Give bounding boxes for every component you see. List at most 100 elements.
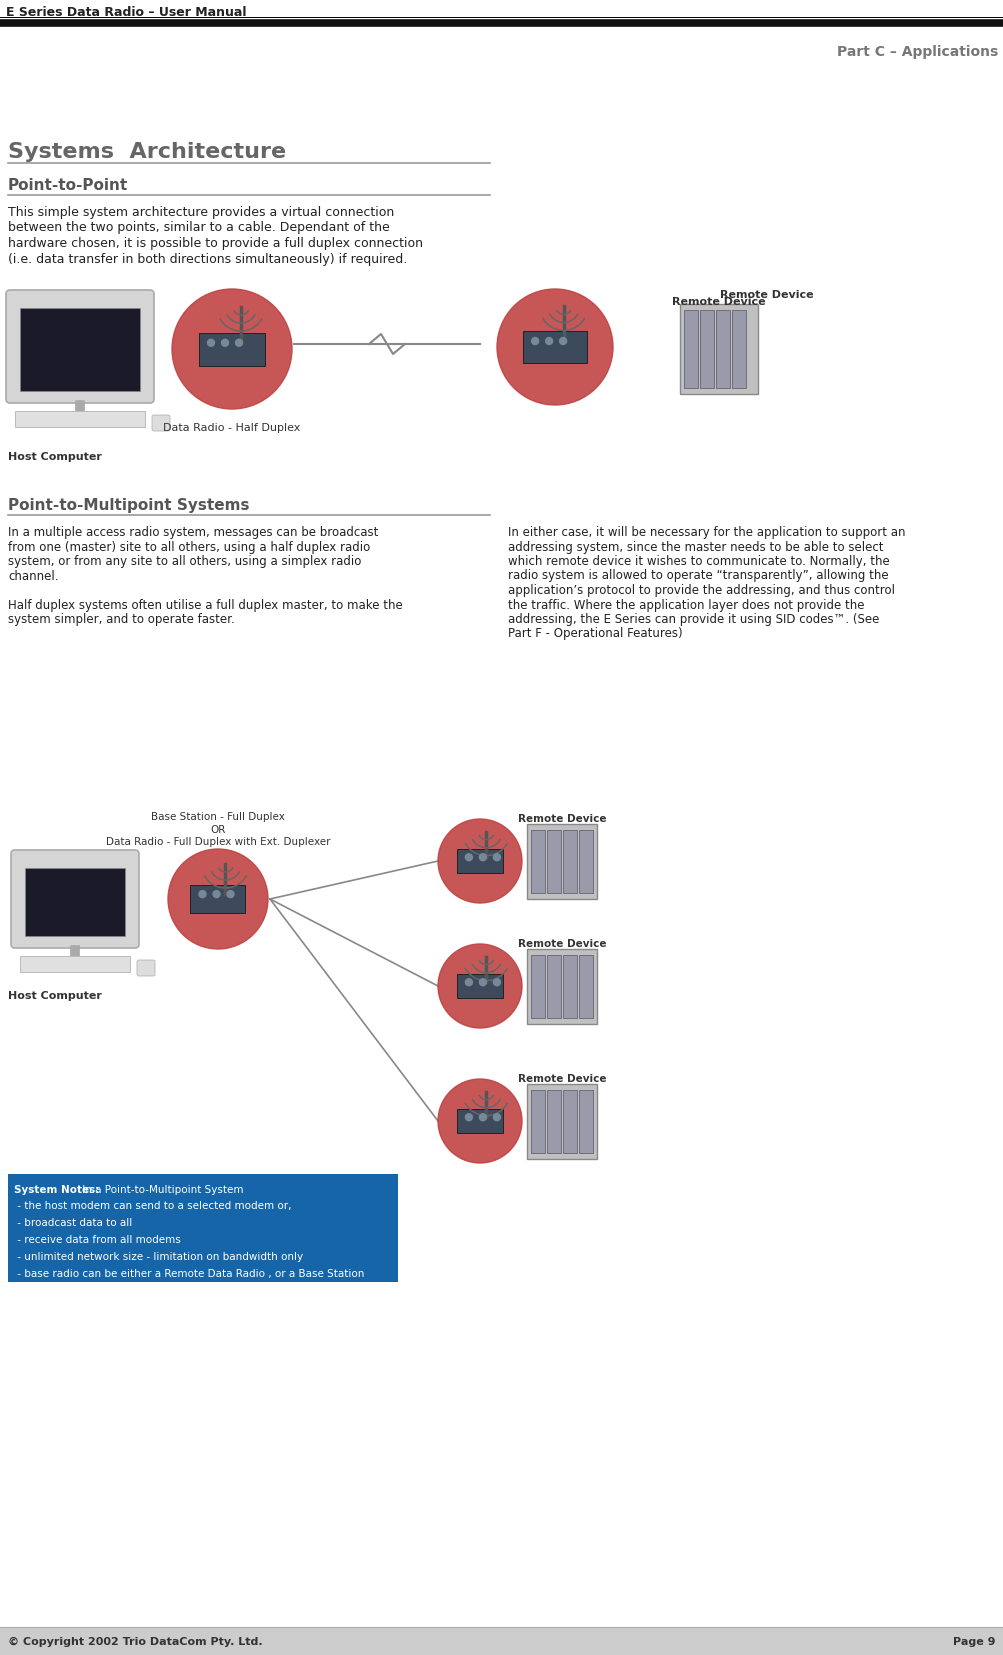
Text: Remote Device: Remote Device [672, 296, 765, 306]
Bar [456, 975, 503, 998]
Bar [20, 957, 129, 973]
FancyBboxPatch shape [6, 291, 153, 404]
Circle shape [465, 854, 472, 861]
Bar [683, 311, 697, 389]
Text: between the two points, similar to a cable. Dependant of the: between the two points, similar to a cab… [8, 222, 389, 235]
Text: (i.e. data transfer in both directions simultaneously) if required.: (i.e. data transfer in both directions s… [8, 252, 407, 265]
Text: Remote Device: Remote Device [518, 814, 606, 824]
Text: Data Radio - Full Duplex with Ext. Duplexer: Data Radio - Full Duplex with Ext. Duple… [105, 836, 330, 846]
Circle shape [492, 980, 499, 986]
Circle shape [208, 339, 215, 348]
Text: Host Computer: Host Computer [8, 990, 101, 1000]
Text: hardware chosen, it is possible to provide a full duplex connection: hardware chosen, it is possible to provi… [8, 237, 422, 250]
Circle shape [478, 854, 485, 861]
Text: System Notes:: System Notes: [14, 1185, 99, 1195]
Text: radio system is allowed to operate “transparently”, allowing the: radio system is allowed to operate “tran… [508, 569, 888, 583]
Bar [456, 851, 503, 874]
Text: In either case, it will be necessary for the application to support an: In either case, it will be necessary for… [508, 526, 905, 538]
Bar [563, 831, 577, 894]
Circle shape [213, 890, 220, 899]
Circle shape [478, 1114, 485, 1120]
Bar [715, 311, 729, 389]
Text: Remote Device: Remote Device [719, 290, 812, 300]
Text: Point-to-Multipoint Systems: Point-to-Multipoint Systems [8, 498, 250, 513]
FancyBboxPatch shape [136, 960, 154, 976]
Text: This simple system architecture provides a virtual connection: This simple system architecture provides… [8, 205, 394, 218]
Circle shape [437, 945, 522, 1028]
Text: Point-to-Point: Point-to-Point [8, 177, 128, 194]
Bar [679, 305, 757, 396]
Circle shape [172, 290, 292, 410]
Text: OR: OR [210, 824, 226, 834]
Bar [456, 1111, 503, 1134]
Text: Part C – Applications: Part C – Applications [835, 45, 997, 60]
Circle shape [199, 890, 206, 899]
Bar [531, 831, 545, 894]
FancyBboxPatch shape [151, 415, 170, 432]
Circle shape [465, 980, 472, 986]
Text: Host Computer: Host Computer [8, 452, 101, 462]
Bar [523, 333, 587, 364]
Bar [579, 831, 593, 894]
Bar [8, 1175, 397, 1283]
Bar [547, 1091, 561, 1154]
Text: - base radio can be either a Remote Data Radio , or a Base Station: - base radio can be either a Remote Data… [14, 1268, 364, 1278]
Circle shape [437, 1079, 522, 1163]
Bar [0, 1627, 1003, 1655]
Text: Base Station - Full Duplex: Base Station - Full Duplex [150, 811, 285, 821]
Bar [25, 869, 125, 937]
Bar [547, 955, 561, 1018]
Bar [531, 1091, 545, 1154]
Text: from one (master) site to all others, using a half duplex radio: from one (master) site to all others, us… [8, 540, 370, 553]
Text: Systems  Architecture: Systems Architecture [8, 142, 286, 162]
Circle shape [496, 290, 613, 405]
Bar [731, 311, 745, 389]
Circle shape [437, 819, 522, 904]
Text: Remote Device: Remote Device [518, 938, 606, 948]
Circle shape [227, 890, 234, 899]
Bar [563, 955, 577, 1018]
Bar [527, 950, 597, 1024]
Bar [531, 955, 545, 1018]
Text: addressing, the E Series can provide it using SID codes™. (See: addressing, the E Series can provide it … [508, 612, 879, 626]
Circle shape [236, 339, 243, 348]
Bar [199, 333, 265, 366]
Text: In a Point-to-Multipoint System: In a Point-to-Multipoint System [79, 1185, 244, 1195]
Text: application’s protocol to provide the addressing, and thus control: application’s protocol to provide the ad… [508, 584, 894, 597]
Text: addressing system, since the master needs to be able to select: addressing system, since the master need… [508, 540, 883, 553]
Circle shape [559, 338, 566, 346]
Text: - receive data from all modems: - receive data from all modems [14, 1235, 181, 1245]
Text: - the host modem can send to a selected modem or,: - the host modem can send to a selected … [14, 1200, 291, 1210]
Circle shape [168, 849, 268, 950]
Bar [699, 311, 713, 389]
Text: Half duplex systems often utilise a full duplex master, to make the: Half duplex systems often utilise a full… [8, 597, 402, 611]
Bar [527, 1084, 597, 1158]
Circle shape [531, 338, 538, 346]
Text: channel.: channel. [8, 569, 58, 583]
Text: system simpler, and to operate faster.: system simpler, and to operate faster. [8, 612, 235, 626]
Text: system, or from any site to all others, using a simplex radio: system, or from any site to all others, … [8, 554, 361, 568]
Text: E Series Data Radio – User Manual: E Series Data Radio – User Manual [6, 5, 247, 18]
Text: Part F - Operational Features): Part F - Operational Features) [508, 627, 682, 640]
Bar [579, 955, 593, 1018]
Bar [563, 1091, 577, 1154]
Bar [15, 412, 144, 427]
Circle shape [478, 980, 485, 986]
Bar [579, 1091, 593, 1154]
Text: In a multiple access radio system, messages can be broadcast: In a multiple access radio system, messa… [8, 526, 378, 538]
Circle shape [222, 339, 229, 348]
Text: - broadcast data to all: - broadcast data to all [14, 1218, 132, 1228]
Text: - unlimited network size - limitation on bandwidth only: - unlimited network size - limitation on… [14, 1251, 303, 1261]
Bar [527, 824, 597, 899]
Bar [20, 309, 139, 392]
Bar [547, 831, 561, 894]
Text: the traffic. Where the application layer does not provide the: the traffic. Where the application layer… [508, 597, 864, 611]
Circle shape [465, 1114, 472, 1120]
Circle shape [492, 1114, 499, 1120]
Text: which remote device it wishes to communicate to. Normally, the: which remote device it wishes to communi… [508, 554, 889, 568]
Text: © Copyright 2002 Trio DataCom Pty. Ltd.: © Copyright 2002 Trio DataCom Pty. Ltd. [8, 1637, 263, 1647]
Text: Page 9: Page 9 [953, 1637, 995, 1647]
FancyBboxPatch shape [11, 851, 138, 948]
Text: Data Radio - Half Duplex: Data Radio - Half Duplex [163, 422, 300, 432]
Text: Remote Device: Remote Device [518, 1074, 606, 1084]
